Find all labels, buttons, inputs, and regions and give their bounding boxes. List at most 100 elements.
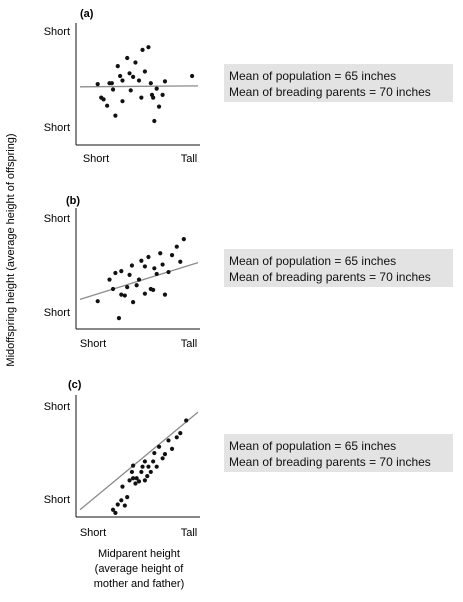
panel-a-point bbox=[115, 64, 120, 69]
panel-a-point bbox=[139, 95, 144, 100]
panel-a-point bbox=[148, 81, 153, 86]
panel-b-point bbox=[162, 292, 168, 297]
panel-a-population-mean: Mean of population = 65 inches bbox=[229, 69, 397, 83]
y-axis-title: Midoffspring height (average height of o… bbox=[5, 133, 17, 366]
panel-c-point bbox=[127, 478, 132, 483]
panel-c-parents-mean: Mean of breading parents = 70 inches bbox=[229, 455, 431, 469]
panel-b-point bbox=[119, 269, 124, 274]
panel-c-point bbox=[169, 446, 175, 451]
panel-c-point bbox=[110, 507, 116, 512]
panel-a-point bbox=[127, 71, 132, 76]
panel-b-point bbox=[169, 253, 175, 258]
panel-b-point bbox=[125, 285, 130, 290]
panel-c-point bbox=[136, 479, 142, 484]
panel-b-x-left-label: Short bbox=[80, 338, 106, 350]
panel-c-point bbox=[125, 495, 130, 500]
panel-c-point bbox=[131, 463, 136, 468]
panel-a-point bbox=[95, 82, 100, 87]
panel-c-point bbox=[160, 456, 165, 461]
panel-c-point bbox=[129, 469, 135, 475]
panel-b-point bbox=[154, 271, 159, 277]
panel-a-point bbox=[154, 86, 159, 91]
panel-b-point bbox=[142, 291, 147, 296]
panel-a-point bbox=[110, 87, 116, 92]
panel-b-x-right-label: Tall bbox=[181, 338, 198, 350]
panel-b-point bbox=[134, 283, 139, 288]
panel-b-point bbox=[107, 277, 112, 282]
panel-c-point bbox=[162, 452, 168, 457]
panel-c-population-mean: Mean of population = 65 inches bbox=[229, 439, 397, 453]
x-axis-title-line-3: mother and father) bbox=[94, 578, 185, 590]
panel-b-point bbox=[131, 300, 136, 305]
panel-a-regression-line bbox=[79, 85, 199, 88]
panel-b-population-mean: Mean of population = 65 inches bbox=[229, 254, 397, 268]
panel-b-y-bottom-label: Short bbox=[44, 307, 70, 319]
panel-a-point bbox=[190, 73, 195, 79]
x-axis-title-line-2: (average height of bbox=[95, 563, 185, 575]
panel-c-point bbox=[120, 484, 125, 489]
panel-b-point bbox=[166, 269, 171, 275]
panel-c-point bbox=[119, 498, 124, 503]
panel-a-point bbox=[162, 79, 168, 84]
panel-c-point bbox=[184, 418, 189, 423]
panel-a-point bbox=[125, 55, 130, 61]
panel-c-point bbox=[142, 478, 147, 483]
panel-b-point bbox=[136, 277, 142, 282]
panel-a-point bbox=[142, 69, 147, 74]
panel-a-point bbox=[133, 60, 138, 65]
panel-a-points bbox=[95, 45, 195, 124]
panel-a-x-right-label: Tall bbox=[181, 153, 198, 165]
panel-c-point bbox=[178, 431, 183, 436]
panel-a-y-bottom-label: Short bbox=[44, 122, 70, 134]
panel-a-point bbox=[131, 74, 136, 79]
panel-a-label: (a) bbox=[80, 8, 94, 20]
panel-b-point bbox=[160, 262, 165, 267]
panel-c-point bbox=[139, 469, 144, 475]
panel-c-point bbox=[152, 450, 157, 456]
panel-b-point bbox=[174, 244, 179, 249]
panel-a: (a) Short Short Short Tall bbox=[44, 8, 200, 165]
panel-b-point bbox=[151, 287, 156, 293]
panel-c-x-right-label: Tall bbox=[181, 527, 198, 539]
panel-a-parents-mean: Mean of breading parents = 70 inches bbox=[229, 85, 431, 99]
panel-a-y-top-label: Short bbox=[44, 26, 70, 38]
panel-b-point bbox=[152, 266, 157, 271]
panel-c-point bbox=[151, 459, 156, 464]
panel-a-point bbox=[105, 103, 110, 108]
panel-a-point bbox=[149, 92, 155, 97]
panel-c-point bbox=[122, 503, 127, 508]
panel-b: (b) Short Short Short Tall bbox=[44, 195, 200, 350]
panel-c-point bbox=[131, 476, 136, 481]
panel-a-point bbox=[113, 113, 118, 118]
panel-b-point bbox=[116, 316, 122, 321]
panel-a-point bbox=[136, 78, 142, 83]
panel-c-y-bottom-label: Short bbox=[44, 494, 70, 506]
panel-c-info-box: Mean of population = 65 inches Mean of b… bbox=[224, 434, 453, 472]
panel-c-point bbox=[133, 481, 138, 486]
panel-c-y-top-label: Short bbox=[44, 401, 70, 413]
panel-a-point bbox=[118, 73, 123, 79]
panel-a-point bbox=[146, 45, 151, 50]
panel-b-parents-mean: Mean of breading parents = 70 inches bbox=[229, 270, 431, 284]
panel-b-point bbox=[181, 237, 186, 242]
panel-c-points bbox=[110, 418, 189, 515]
panel-b-point bbox=[122, 293, 127, 298]
panel-c-point bbox=[146, 464, 151, 469]
panel-a-point bbox=[109, 81, 114, 86]
panel-b-point bbox=[178, 259, 183, 264]
panel-a-point bbox=[156, 104, 162, 109]
panel-b-label: (b) bbox=[66, 195, 80, 207]
panel-a-point bbox=[152, 118, 157, 124]
panel-b-point bbox=[139, 258, 144, 263]
panel-c-point bbox=[115, 502, 120, 507]
panel-a-point bbox=[120, 99, 125, 104]
panel-c-regression-line bbox=[79, 411, 199, 511]
panel-b-point bbox=[95, 299, 100, 304]
panel-a-x-left-label: Short bbox=[83, 153, 109, 165]
panel-b-point bbox=[127, 272, 132, 277]
panel-c-x-left-label: Short bbox=[80, 527, 106, 539]
panel-c-point bbox=[174, 435, 179, 440]
panel-a-point bbox=[99, 95, 104, 100]
panel-a-point bbox=[140, 47, 145, 53]
